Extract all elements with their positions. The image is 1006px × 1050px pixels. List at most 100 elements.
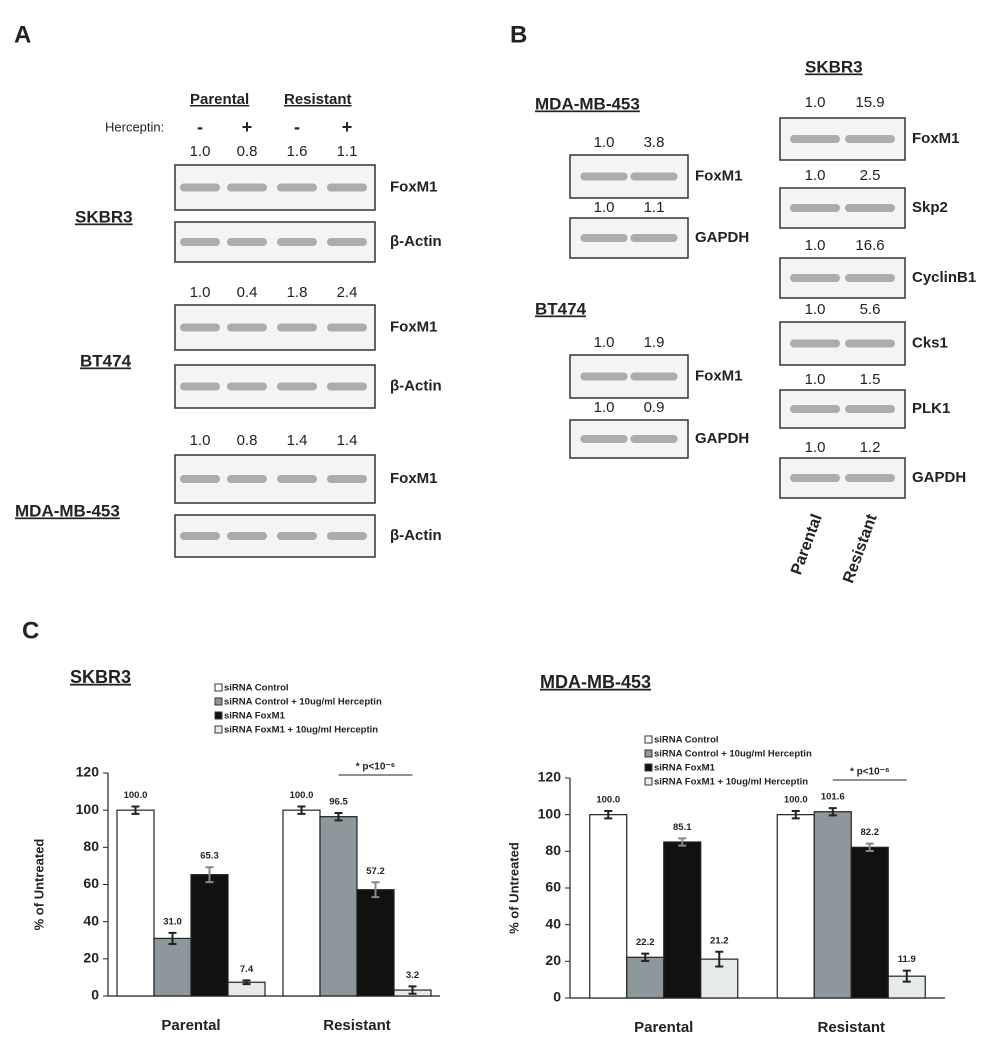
band — [327, 323, 367, 332]
value-label: 85.1 — [673, 822, 692, 833]
band — [227, 382, 267, 391]
y-tick-label: 40 — [545, 915, 561, 931]
quantification: 5.6 — [860, 301, 881, 318]
value-label: 100.0 — [124, 790, 148, 801]
band — [180, 323, 220, 332]
value-label: 3.2 — [406, 970, 419, 981]
quantification: 1.0 — [805, 94, 826, 111]
legend-swatch — [214, 711, 223, 720]
quantification: 15.9 — [855, 94, 884, 111]
quantification: 1.4 — [337, 432, 358, 449]
legend-label: siRNA FoxM1 — [654, 763, 716, 774]
cell-line-label: BT474 — [80, 351, 132, 370]
band — [227, 323, 267, 332]
quantification: 1.4 — [287, 432, 308, 449]
quantification: 1.0 — [190, 432, 211, 449]
protein-label: PLK1 — [912, 400, 950, 417]
blot-frame — [569, 419, 689, 459]
quantification: 1.0 — [805, 237, 826, 254]
x-tick-label: Parental — [161, 1017, 220, 1034]
bar — [190, 874, 229, 997]
annotation: * p<10⁻⁶ — [356, 762, 396, 773]
quantification: 16.6 — [855, 237, 884, 254]
treatment-sign: + — [242, 117, 253, 137]
band — [845, 405, 895, 413]
band — [180, 183, 220, 192]
blot-frame — [779, 321, 906, 366]
bar — [589, 814, 628, 999]
bar — [319, 816, 358, 997]
band — [277, 238, 317, 246]
error-bar — [131, 805, 140, 815]
blot-frame — [174, 454, 376, 504]
quantification: 1.0 — [594, 399, 615, 416]
y-tick-label: 0 — [553, 989, 561, 1005]
legend-label: siRNA FoxM1 + 10ug/ml Herceptin — [654, 777, 808, 788]
error-bar — [641, 952, 650, 962]
protein-label: GAPDH — [695, 430, 749, 447]
band — [277, 475, 317, 483]
value-label: 65.3 — [200, 851, 219, 862]
error-bar — [902, 969, 911, 983]
bar — [776, 814, 815, 999]
panel-label: A — [14, 21, 31, 48]
error-bar — [242, 979, 251, 986]
protein-label: FoxM1 — [390, 178, 438, 195]
value-label: 96.5 — [329, 796, 348, 807]
panel-label: C — [22, 617, 39, 644]
error-bar — [408, 985, 417, 995]
quantification: 1.0 — [594, 199, 615, 216]
band — [277, 183, 317, 192]
legend-swatch — [644, 763, 653, 772]
protein-label: FoxM1 — [390, 318, 438, 335]
chart-title: SKBR3 — [70, 667, 131, 687]
quantification: 1.0 — [805, 439, 826, 456]
band — [845, 135, 895, 143]
blot-frame — [174, 304, 376, 351]
quantification: 1.0 — [190, 284, 211, 301]
y-tick-label: 20 — [545, 952, 561, 968]
lane-label: Parental — [788, 512, 826, 577]
band — [180, 532, 220, 540]
band — [180, 475, 220, 483]
cell-line-label: SKBR3 — [75, 207, 133, 226]
bar — [153, 937, 192, 997]
quantification: 1.0 — [805, 167, 826, 184]
error-bar — [678, 837, 687, 847]
band — [327, 382, 367, 391]
blot-frame — [779, 187, 906, 229]
band — [327, 183, 367, 192]
blot-frame — [174, 514, 376, 558]
legend-label: siRNA Control + 10ug/ml Herceptin — [654, 749, 812, 760]
protein-label: GAPDH — [695, 229, 749, 246]
band — [630, 372, 678, 381]
value-label: 100.0 — [784, 795, 808, 806]
blot-frame — [174, 364, 376, 409]
error-bar — [297, 805, 306, 815]
y-tick-label: 60 — [545, 879, 561, 895]
band — [790, 135, 840, 143]
band — [277, 382, 317, 391]
legend-swatch — [644, 735, 653, 744]
error-bar — [791, 810, 800, 820]
quantification: 1.1 — [644, 199, 665, 216]
quantification: 1.6 — [287, 143, 308, 160]
protein-label: β-Actin — [390, 233, 442, 250]
band — [580, 234, 628, 242]
chart-title: MDA-MB-453 — [540, 672, 651, 692]
quantification: 1.2 — [860, 439, 881, 456]
band — [845, 204, 895, 212]
band — [790, 474, 840, 482]
cell-line-label: BT474 — [535, 299, 587, 318]
band — [277, 323, 317, 332]
quantification: 1.0 — [805, 301, 826, 318]
blot-frame — [779, 257, 906, 299]
legend-label: siRNA FoxM1 — [224, 711, 286, 722]
y-tick-label: 60 — [83, 875, 99, 891]
value-label: 100.0 — [596, 795, 620, 806]
y-axis-label: % of Untreated — [31, 839, 46, 931]
y-tick-label: 20 — [83, 950, 99, 966]
cell-line-label: SKBR3 — [805, 57, 863, 76]
blot-frame — [779, 457, 906, 499]
